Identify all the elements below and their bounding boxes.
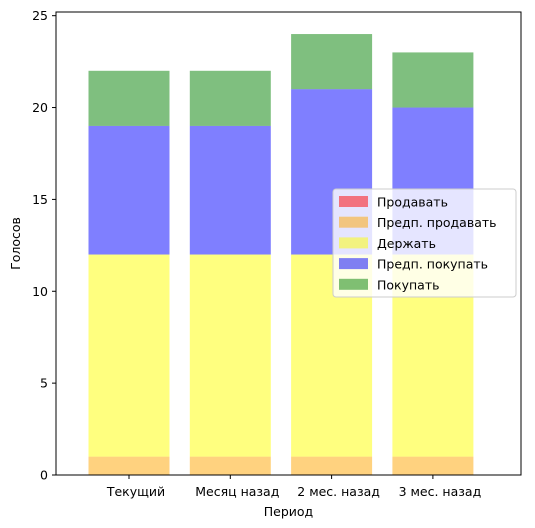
- bar-segment: [392, 52, 474, 108]
- x-axis: Текущий Месяц назад 2 мес. назад 3 мес. наз…: [106, 475, 481, 499]
- x-tick-label: 3 мес. назад: [399, 484, 482, 499]
- plot-frame: [55, 11, 522, 476]
- y-axis-title: Голосов: [8, 217, 23, 270]
- bar-segment: [291, 456, 373, 475]
- y-tick-label: 15: [32, 192, 48, 207]
- legend-label: Покупать: [377, 277, 439, 292]
- legend: Продавать Предп. продавать Держать Предп. п…: [332, 188, 517, 298]
- legend-swatch: [339, 196, 368, 207]
- x-tick-label: 2 мес. назад: [297, 484, 380, 499]
- bar-segment: [392, 456, 474, 475]
- bar-segment: [189, 70, 271, 126]
- y-tick-label: 0: [40, 468, 48, 483]
- legend-swatch: [339, 258, 368, 270]
- legend-box: [332, 188, 517, 298]
- x-tick-label: Месяц назад: [195, 484, 279, 499]
- legend-swatch: [339, 237, 368, 249]
- legend-swatch: [339, 278, 368, 290]
- bar-segment: [88, 125, 170, 255]
- x-tick-label: Текущий: [106, 484, 165, 499]
- bar-segment: [88, 70, 170, 126]
- legend-swatch: [339, 216, 368, 228]
- legend-label: Продавать: [377, 195, 448, 210]
- legend-label: Предп. продавать: [377, 215, 497, 230]
- y-tick-label: 10: [32, 284, 48, 299]
- x-axis-title: Период: [264, 504, 313, 519]
- bar-segment: [189, 125, 271, 255]
- legend-label: Держать: [377, 236, 436, 251]
- bar-segment: [88, 254, 170, 457]
- y-tick-label: 25: [32, 8, 48, 23]
- bar-segment: [88, 456, 170, 475]
- y-axis: 0 5 10 15 20 25: [32, 8, 56, 483]
- bar-segment: [189, 254, 271, 457]
- bar-segment: [291, 34, 373, 90]
- y-tick-label: 20: [32, 100, 48, 115]
- y-tick-label: 5: [40, 376, 48, 391]
- legend-label: Предп. покупать: [377, 257, 488, 272]
- bar-segment: [189, 456, 271, 475]
